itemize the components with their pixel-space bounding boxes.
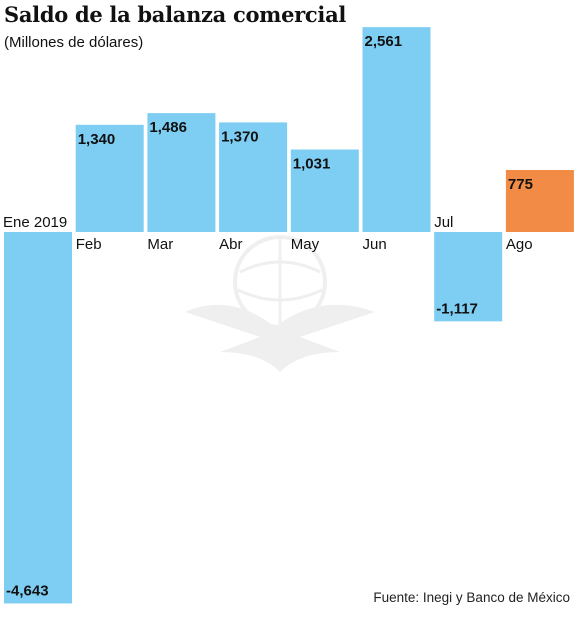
bar-abr xyxy=(219,122,288,232)
bar-may xyxy=(290,149,359,232)
source-note: Fuente: Inegi y Banco de México xyxy=(373,590,570,605)
value-label: 1,340 xyxy=(78,131,116,148)
chart-title: Saldo de la balanza comercial xyxy=(4,2,347,27)
category-label: Ene 2019 xyxy=(3,214,67,231)
eagle-watermark-icon xyxy=(185,235,375,372)
bar-ene-2019 xyxy=(4,232,72,604)
category-label: Ago xyxy=(506,236,533,253)
category-label: Jul xyxy=(434,214,453,231)
value-label: 775 xyxy=(508,176,533,193)
bar-feb xyxy=(75,124,144,232)
category-label: Abr xyxy=(219,236,242,253)
chart-subtitle: (Millones de dólares) xyxy=(4,34,144,51)
value-label: 1,370 xyxy=(221,128,259,145)
category-label: Mar xyxy=(147,236,173,253)
value-label: 1,031 xyxy=(293,156,331,173)
bar-ago xyxy=(505,170,574,232)
value-label: -1,117 xyxy=(436,300,478,317)
bar-jul xyxy=(434,232,503,322)
category-label: May xyxy=(291,236,320,253)
bar-mar xyxy=(147,113,216,232)
value-label: -4,643 xyxy=(6,582,49,599)
value-label: 1,486 xyxy=(149,119,187,136)
bar-jun xyxy=(362,27,431,233)
value-label: 2,561 xyxy=(365,33,403,50)
category-label: Jun xyxy=(363,236,387,253)
category-label: Feb xyxy=(76,236,102,253)
